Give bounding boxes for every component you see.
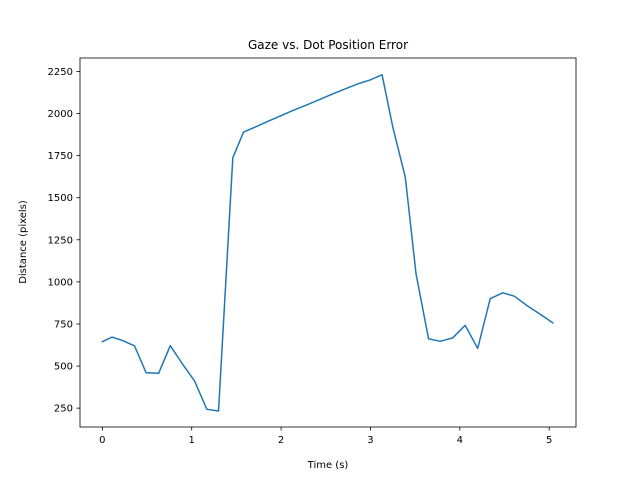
y-tick-label: 500: [54, 362, 73, 373]
axes-frame: [79, 57, 577, 428]
series-line-0: [101, 74, 554, 412]
x-tick-label: 3: [367, 435, 373, 446]
x-tick-label: 4: [457, 435, 463, 446]
x-tick-label: 0: [99, 435, 105, 446]
y-tick-label: 250: [54, 404, 73, 415]
chart-title: Gaze vs. Dot Position Error: [248, 38, 408, 52]
y-tick-label: 1500: [48, 193, 73, 204]
y-tick-label: 1250: [48, 235, 73, 246]
y-axis-label: Distance (pixels): [18, 200, 29, 284]
y-tick-label: 1000: [48, 277, 73, 288]
y-tick-label: 2250: [48, 67, 73, 78]
y-tick-label: 750: [54, 319, 73, 330]
x-tick-label: 5: [546, 435, 552, 446]
y-tick-label: 1750: [48, 151, 73, 162]
x-axis-label: Time (s): [307, 460, 349, 471]
x-tick-label: 1: [189, 435, 195, 446]
plot-area: 0 1 2 3 4 5 250 500 750 1000 1250 1500 1750 2000 2250: [48, 57, 577, 446]
x-tick-label: 2: [278, 435, 284, 446]
y-tick-label: 2000: [48, 109, 73, 120]
